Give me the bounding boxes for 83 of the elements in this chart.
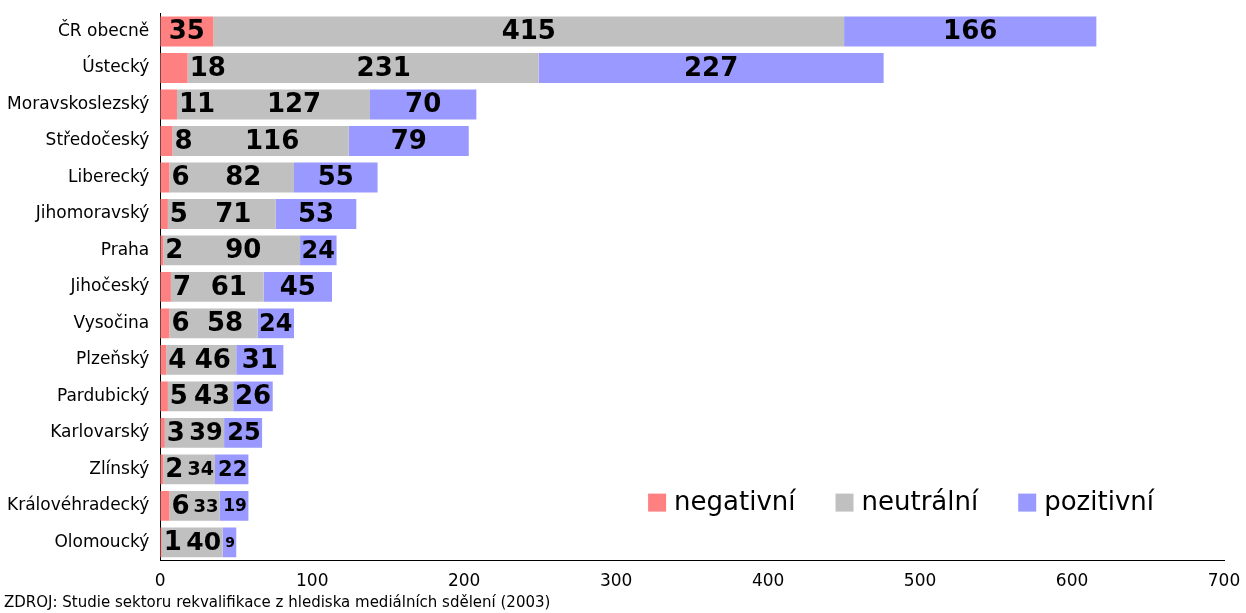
- data-label: 227: [684, 51, 739, 82]
- data-label: 90: [225, 234, 262, 265]
- data-label: 1: [163, 526, 182, 557]
- data-label: 22: [218, 456, 248, 481]
- data-label: 53: [297, 197, 335, 228]
- y-tick-label: Jihočeský: [69, 275, 150, 296]
- bar: [187, 52, 539, 83]
- y-tick-label: Vysočina: [73, 311, 150, 332]
- data-label: 5: [169, 380, 188, 411]
- data-label: 82: [225, 161, 262, 192]
- y-tick-label: Zlínský: [89, 457, 150, 478]
- y-tick-label: Plzeňský: [75, 348, 150, 369]
- y-tick-label: ČR obecně: [57, 18, 150, 40]
- data-label: 6: [171, 307, 190, 338]
- data-label: 35: [168, 15, 205, 46]
- y-tick-label: Královéhradecký: [6, 494, 150, 515]
- data-label: 24: [301, 235, 336, 264]
- data-label: 58: [206, 307, 244, 338]
- data-label: 18: [189, 51, 226, 82]
- data-label: 61: [210, 270, 247, 301]
- data-label: 26: [234, 380, 272, 411]
- data-label: 79: [390, 124, 427, 155]
- text: ZDROJ: Studie sektoru rekvalifikace z hlediska mediálních sdělení (2003): [4, 593, 551, 612]
- y-tick-label: Pardubický: [56, 384, 150, 405]
- bar: [160, 125, 173, 156]
- y-tick-label: Jihomoravský: [34, 202, 150, 223]
- data-label: 415: [501, 15, 556, 46]
- x-tick-label: 700: [1207, 570, 1241, 591]
- bar: [348, 125, 469, 156]
- data-label: 116: [244, 124, 300, 155]
- data-label: 19: [223, 495, 247, 516]
- y-tick-label: Karlovarský: [50, 421, 150, 442]
- data-label: 4: [168, 343, 187, 374]
- legend-label: pozitivní: [1044, 486, 1155, 517]
- x-tick-label: 200: [447, 570, 481, 591]
- data-label: 3: [166, 416, 185, 447]
- legend-label: neutrální: [861, 486, 979, 517]
- data-label: 55: [317, 161, 354, 192]
- x-tick-label: 600: [1055, 570, 1089, 591]
- data-label: 25: [227, 418, 261, 447]
- bar: [160, 381, 168, 412]
- bar: [538, 52, 884, 83]
- data-label: 2: [165, 453, 184, 484]
- bar: [160, 52, 188, 83]
- legend-label: negativní: [674, 486, 797, 517]
- y-tick-label: Středočeský: [45, 129, 150, 150]
- data-label: 6: [171, 489, 190, 520]
- y-tick-label: Praha: [100, 238, 150, 259]
- data-label: 24: [259, 308, 293, 337]
- data-label: 9: [225, 533, 236, 550]
- data-label: 70: [405, 88, 442, 119]
- y-tick-label: Moravskoslezský: [7, 92, 150, 113]
- x-tick-label: 0: [154, 570, 166, 591]
- x-tick-label: 400: [751, 570, 785, 591]
- data-label: 11: [178, 88, 216, 119]
- x-tick-label: 500: [903, 570, 937, 591]
- data-label: 43: [194, 380, 231, 411]
- data-label: 2: [165, 234, 184, 265]
- data-label: 45: [279, 270, 316, 301]
- data-label: 71: [215, 197, 252, 228]
- y-tick-label: Olomoucký: [54, 530, 150, 551]
- data-label: 6: [171, 161, 190, 192]
- x-tick-label: 100: [296, 570, 329, 591]
- data-label: 34: [187, 457, 214, 480]
- x-tick-label: 300: [599, 570, 633, 591]
- data-label: 8: [174, 124, 193, 155]
- bar: [844, 16, 1097, 47]
- data-label: 33: [193, 494, 219, 516]
- bar: [160, 89, 177, 120]
- data-label: 127: [266, 88, 322, 119]
- data-label: 7: [172, 270, 192, 301]
- data-label: 5: [169, 197, 188, 228]
- data-label: 166: [943, 15, 998, 46]
- data-label: 31: [241, 343, 278, 374]
- data-label: 39: [189, 418, 223, 447]
- data-label: 40: [186, 526, 222, 556]
- bar: [160, 271, 171, 302]
- y-tick-label: Ústecký: [82, 55, 150, 77]
- data-label: 46: [194, 343, 231, 374]
- bar: [160, 198, 168, 229]
- data-label: 231: [356, 51, 411, 82]
- bar: [213, 16, 845, 47]
- y-tick-label: Liberecký: [68, 165, 150, 186]
